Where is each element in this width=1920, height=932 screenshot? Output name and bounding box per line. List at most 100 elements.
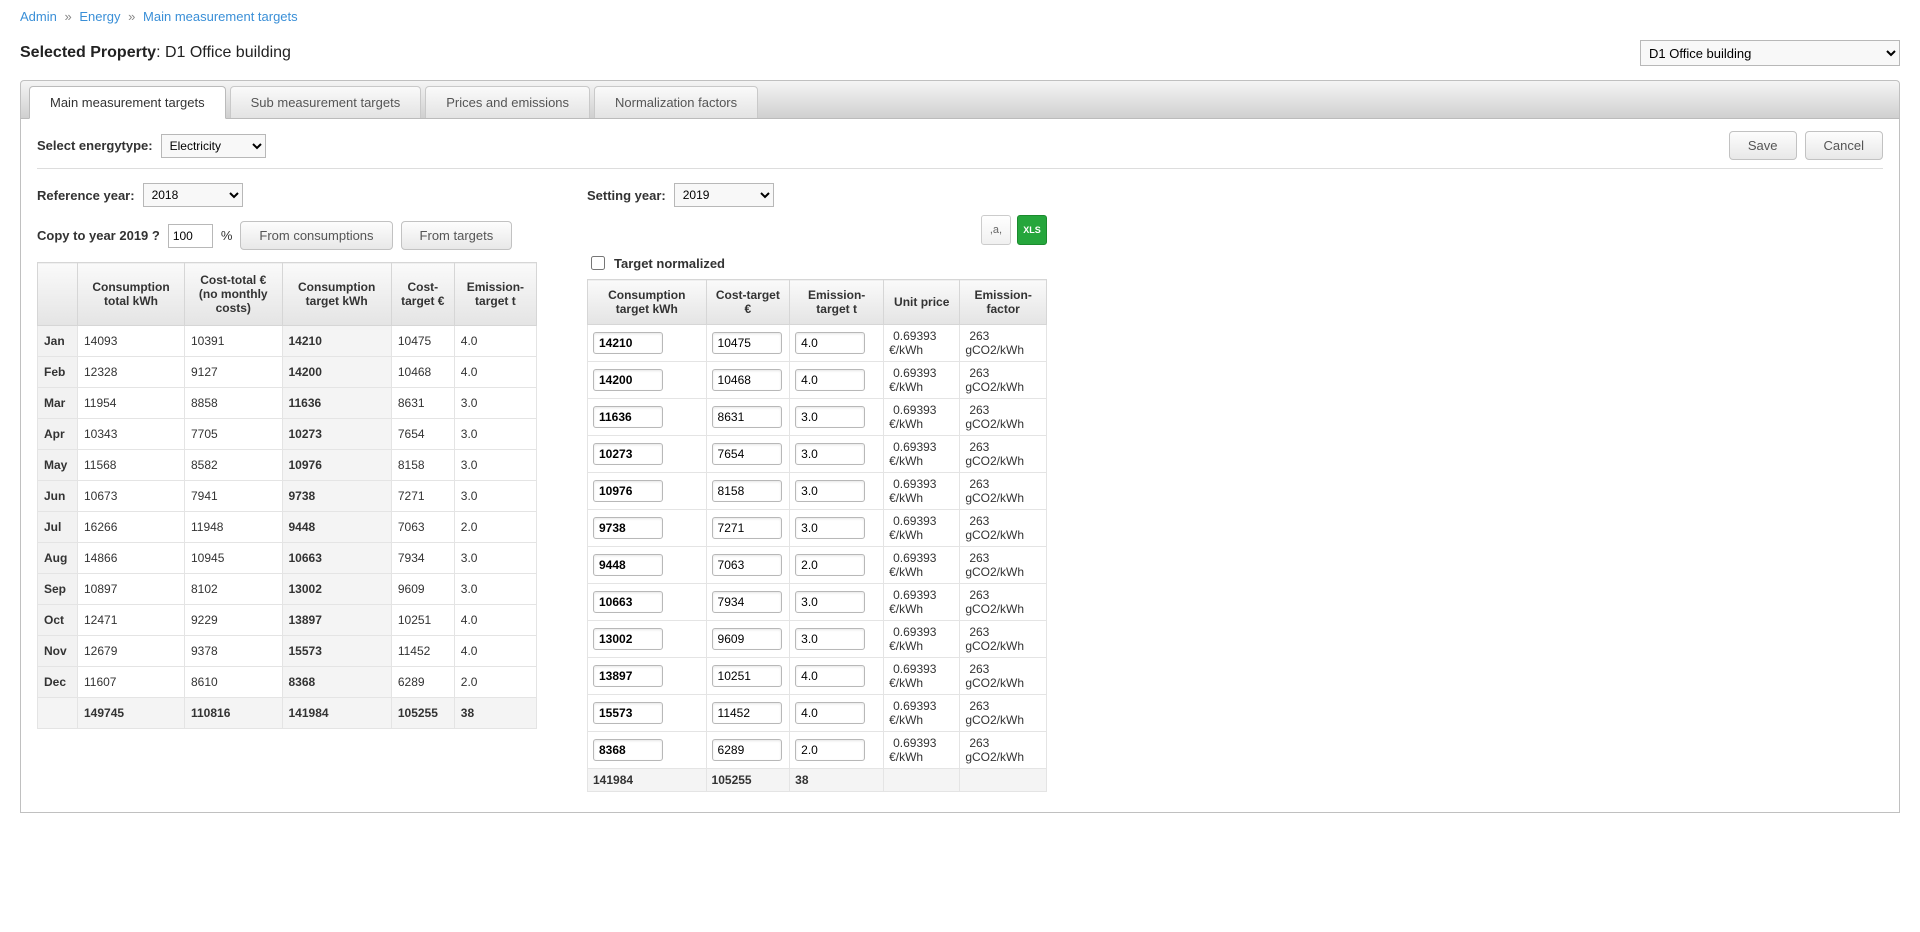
target-emission-input[interactable] [795,739,865,761]
cost-cell: 10391 [185,326,283,357]
tab-1[interactable]: Sub measurement targets [230,86,422,118]
from-consumptions-button[interactable]: From consumptions [240,221,392,250]
target-consumption-cell: 13002 [282,574,391,605]
target-emission-input[interactable] [795,443,865,465]
breadcrumb-current[interactable]: Main measurement targets [143,9,298,24]
table-row: Mar1195488581163686313.0 [38,388,537,419]
target-consumption-input[interactable] [593,739,663,761]
cost-cell: 10945 [185,543,283,574]
target-consumption-input[interactable] [593,665,663,687]
target-consumption-cell: 10976 [282,450,391,481]
target-emission-input[interactable] [795,702,865,724]
emission-factor-cell: 263 gCO2/kWh [965,660,1028,692]
unit-price-cell: 0.69393 €/kWh [889,660,936,692]
target-cost-cell: 9609 [391,574,454,605]
cost-cell: 8102 [185,574,283,605]
from-targets-button[interactable]: From targets [401,221,513,250]
consumption-cell: 12471 [78,605,185,636]
target-consumption-input[interactable] [593,628,663,650]
target-emission-cell: 3.0 [454,388,536,419]
target-consumption-input[interactable] [593,480,663,502]
emission-factor-cell: 263 gCO2/kWh [965,438,1028,470]
table-row: 0.69393 €/kWh263 gCO2/kWh [588,473,1047,510]
setting-year-label: Setting year: [587,188,666,203]
unit-price-cell: 0.69393 €/kWh [889,697,936,729]
energytype-select[interactable]: Electricity [161,134,266,158]
target-emission-input[interactable] [795,517,865,539]
target-cost-input[interactable] [712,554,782,576]
breadcrumb-energy[interactable]: Energy [79,9,120,24]
export-csv-icon[interactable]: ,a, [981,215,1011,245]
consumption-cell: 10343 [78,419,185,450]
breadcrumb: Admin » Energy » Main measurement target… [20,5,1900,34]
target-cost-input[interactable] [712,406,782,428]
table-row: 0.69393 €/kWh263 gCO2/kWh [588,621,1047,658]
target-consumption-input[interactable] [593,517,663,539]
target-emission-input[interactable] [795,406,865,428]
target-consumption-cell: 11636 [282,388,391,419]
target-consumption-input[interactable] [593,406,663,428]
month-cell: May [38,450,78,481]
table-row: Jun106737941973872713.0 [38,481,537,512]
target-emission-cell: 4.0 [454,605,536,636]
target-cost-input[interactable] [712,628,782,650]
target-emission-input[interactable] [795,369,865,391]
emission-factor-cell: 263 gCO2/kWh [965,549,1028,581]
target-emission-cell: 4.0 [454,326,536,357]
target-emission-cell: 4.0 [454,357,536,388]
target-cost-cell: 10251 [391,605,454,636]
reference-year-select[interactable]: 2018 [143,183,243,207]
target-cost-input[interactable] [712,443,782,465]
table-row: Aug14866109451066379343.0 [38,543,537,574]
cost-cell: 7941 [185,481,283,512]
cost-cell: 9229 [185,605,283,636]
consumption-cell: 12328 [78,357,185,388]
target-cost-input[interactable] [712,665,782,687]
unit-price-cell: 0.69393 €/kWh [889,549,936,581]
target-emission-input[interactable] [795,665,865,687]
target-cost-input[interactable] [712,517,782,539]
target-cost-input[interactable] [712,702,782,724]
target-consumption-input[interactable] [593,591,663,613]
target-emission-input[interactable] [795,332,865,354]
reference-year-label: Reference year: [37,188,135,203]
ref-header: Consumption target kWh [282,263,391,326]
unit-price-cell: 0.69393 €/kWh [889,586,936,618]
table-total-row: 14198410525538 [588,769,1047,792]
target-emission-cell: 3.0 [454,450,536,481]
month-cell: Nov [38,636,78,667]
target-consumption-input[interactable] [593,702,663,724]
tab-2[interactable]: Prices and emissions [425,86,590,118]
emission-factor-cell: 263 gCO2/kWh [965,623,1028,655]
target-emission-input[interactable] [795,628,865,650]
target-emission-input[interactable] [795,554,865,576]
unit-price-cell: 0.69393 €/kWh [889,475,936,507]
property-select[interactable]: D1 Office building [1640,40,1900,66]
target-cost-input[interactable] [712,591,782,613]
consumption-cell: 10673 [78,481,185,512]
target-normalized-checkbox[interactable] [591,256,605,270]
target-cost-input[interactable] [712,332,782,354]
target-consumption-input[interactable] [593,554,663,576]
export-xls-icon[interactable]: XLS [1017,215,1047,245]
target-emission-input[interactable] [795,591,865,613]
tab-3[interactable]: Normalization factors [594,86,758,118]
breadcrumb-admin[interactable]: Admin [20,9,57,24]
tab-0[interactable]: Main measurement targets [29,86,226,119]
target-cost-input[interactable] [712,369,782,391]
cost-cell: 11948 [185,512,283,543]
cost-cell: 7705 [185,419,283,450]
target-consumption-input[interactable] [593,369,663,391]
target-consumption-cell: 14210 [282,326,391,357]
save-button[interactable]: Save [1729,131,1797,160]
target-cost-input[interactable] [712,739,782,761]
tab-content: Select energytype: Electricity Save Canc… [20,118,1900,813]
target-emission-input[interactable] [795,480,865,502]
target-consumption-input[interactable] [593,443,663,465]
setting-year-select[interactable]: 2019 [674,183,774,207]
target-cost-cell: 8158 [391,450,454,481]
target-consumption-input[interactable] [593,332,663,354]
copy-pct-input[interactable] [168,224,213,248]
target-cost-input[interactable] [712,480,782,502]
cancel-button[interactable]: Cancel [1805,131,1883,160]
